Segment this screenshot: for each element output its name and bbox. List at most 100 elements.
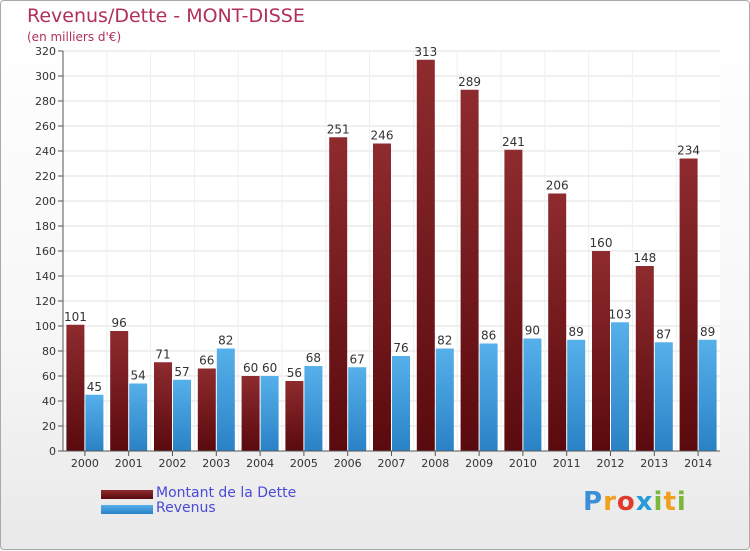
y-tick-label: 100 — [35, 320, 56, 333]
value-label-revenue: 103 — [609, 307, 632, 321]
bar-debt — [373, 143, 391, 451]
x-tick-label: 2010 — [509, 457, 537, 470]
y-tick-label: 40 — [42, 395, 56, 408]
bar-revenue — [260, 376, 279, 451]
y-tick-label: 20 — [42, 420, 56, 433]
y-tick-label: 220 — [35, 170, 56, 183]
value-label-revenue: 82 — [437, 334, 452, 348]
value-label-revenue: 82 — [218, 334, 233, 348]
logo-letter: o — [616, 487, 636, 517]
bar-debt — [416, 59, 435, 451]
logo-letter: P — [583, 487, 604, 517]
bar-debt — [679, 158, 698, 451]
value-label-revenue: 60 — [262, 361, 277, 375]
bar-revenue — [85, 394, 104, 451]
value-label-revenue: 68 — [306, 351, 321, 365]
value-label-debt: 96 — [112, 316, 127, 330]
bar-revenue — [567, 339, 586, 451]
x-tick-label: 2006 — [334, 457, 362, 470]
bar-revenue — [698, 339, 717, 451]
bar-debt — [154, 362, 172, 451]
legend-swatch-debt — [101, 490, 153, 499]
bar-debt — [241, 376, 260, 451]
x-tick-label: 2001 — [115, 457, 143, 470]
value-label-debt: 56 — [287, 366, 302, 380]
x-tick-label: 2000 — [71, 457, 99, 470]
value-label-debt: 101 — [64, 310, 87, 324]
y-tick-label: 200 — [35, 195, 56, 208]
y-tick-label: 260 — [35, 120, 56, 133]
bar-debt — [635, 266, 654, 451]
value-label-revenue: 90 — [525, 324, 540, 338]
y-tick-label: 140 — [35, 270, 56, 283]
value-label-debt: 234 — [677, 144, 700, 158]
bar-revenue — [129, 383, 148, 451]
y-tick-label: 180 — [35, 220, 56, 233]
value-label-debt: 206 — [546, 179, 569, 193]
bar-debt — [66, 324, 85, 451]
bar-debt — [329, 137, 348, 451]
x-tick-label: 2014 — [684, 457, 712, 470]
logo-letter: i — [676, 487, 687, 517]
value-label-revenue: 45 — [87, 380, 102, 394]
value-label-revenue: 89 — [569, 325, 584, 339]
x-tick-label: 2013 — [640, 457, 668, 470]
bar-revenue — [348, 367, 367, 451]
value-label-debt: 251 — [327, 122, 350, 136]
y-tick-label: 300 — [35, 70, 56, 83]
y-tick-label: 60 — [42, 370, 56, 383]
value-label-revenue: 54 — [131, 369, 146, 383]
value-label-revenue: 86 — [481, 329, 496, 343]
x-tick-label: 2007 — [378, 457, 406, 470]
value-label-debt: 66 — [199, 354, 214, 368]
bar-debt — [504, 149, 523, 451]
bar-revenue — [523, 338, 542, 451]
legend-swatch-revenue — [101, 505, 153, 514]
proxiti-logo: Proxiti — [583, 487, 687, 517]
logo-letter: i — [653, 487, 664, 517]
x-tick-label: 2011 — [553, 457, 581, 470]
bar-debt — [592, 251, 610, 451]
logo-letter: t — [663, 487, 677, 517]
chart-title: Revenus/Dette - MONT-DISSE — [27, 5, 305, 27]
x-tick-label: 2008 — [421, 457, 449, 470]
bar-debt — [110, 331, 129, 451]
x-tick-label: 2005 — [290, 457, 318, 470]
bar-revenue — [479, 343, 498, 451]
bar-revenue — [216, 348, 235, 451]
bar-revenue — [654, 342, 673, 451]
legend-label-revenue: Revenus — [156, 500, 216, 516]
chart-subtitle: (en milliers d'€) — [27, 30, 122, 44]
value-label-revenue: 89 — [700, 325, 715, 339]
value-label-revenue: 67 — [350, 352, 365, 366]
bar-debt — [548, 193, 567, 451]
bar-revenue — [173, 379, 191, 451]
bar-revenue — [611, 322, 629, 451]
y-tick-label: 280 — [35, 95, 56, 108]
value-label-debt: 289 — [458, 75, 481, 89]
x-tick-label: 2004 — [246, 457, 274, 470]
value-label-debt: 60 — [243, 361, 258, 375]
bar-debt — [197, 368, 216, 451]
value-label-debt: 313 — [414, 45, 437, 59]
legend-label-debt: Montant de la Dette — [156, 485, 297, 501]
logo-letter: x — [635, 487, 654, 517]
value-label-debt: 71 — [155, 347, 170, 361]
y-tick-label: 120 — [35, 295, 56, 308]
y-tick-label: 0 — [49, 445, 56, 458]
x-tick-label: 2012 — [597, 457, 625, 470]
value-label-debt: 241 — [502, 135, 525, 149]
bar-debt — [285, 381, 304, 451]
y-tick-label: 160 — [35, 245, 56, 258]
bar-revenue — [435, 348, 454, 451]
bar-revenue — [304, 366, 323, 451]
x-tick-label: 2003 — [202, 457, 230, 470]
bar-revenue — [392, 356, 410, 451]
value-label-revenue: 57 — [174, 365, 189, 379]
value-label-revenue: 76 — [393, 341, 408, 355]
bar-debt — [460, 89, 479, 451]
x-tick-label: 2002 — [159, 457, 187, 470]
value-label-debt: 148 — [633, 251, 656, 265]
y-tick-label: 80 — [42, 345, 56, 358]
